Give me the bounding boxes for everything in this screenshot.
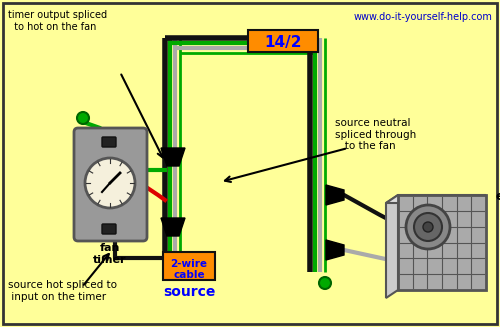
FancyBboxPatch shape	[248, 30, 318, 52]
Polygon shape	[161, 148, 185, 166]
Text: 2-wire: 2-wire	[170, 259, 207, 269]
Text: cable: cable	[173, 270, 205, 280]
Text: timer output spliced
  to hot on the fan: timer output spliced to hot on the fan	[8, 10, 107, 32]
FancyBboxPatch shape	[102, 137, 116, 147]
Bar	[398, 195, 486, 290]
Circle shape	[77, 112, 89, 124]
FancyBboxPatch shape	[74, 128, 147, 241]
Polygon shape	[386, 195, 486, 203]
Polygon shape	[386, 195, 398, 298]
Text: source hot spliced to
 input on the timer: source hot spliced to input on the timer	[8, 280, 117, 301]
Circle shape	[423, 222, 433, 232]
Circle shape	[85, 158, 135, 208]
FancyBboxPatch shape	[102, 224, 116, 234]
Text: source neutral
spliced through
   to the fan: source neutral spliced through to the fa…	[335, 118, 416, 151]
Circle shape	[406, 205, 450, 249]
Text: 14/2: 14/2	[264, 36, 302, 50]
Text: fan
timer: fan timer	[93, 243, 127, 265]
Polygon shape	[161, 218, 185, 236]
Polygon shape	[326, 240, 344, 260]
FancyBboxPatch shape	[163, 252, 215, 280]
Text: source: source	[163, 285, 215, 299]
Text: exhaust
fan: exhaust fan	[496, 190, 500, 218]
Text: www.do-it-yourself-help.com: www.do-it-yourself-help.com	[353, 12, 492, 22]
Polygon shape	[326, 185, 344, 205]
Circle shape	[319, 277, 331, 289]
Circle shape	[414, 213, 442, 241]
